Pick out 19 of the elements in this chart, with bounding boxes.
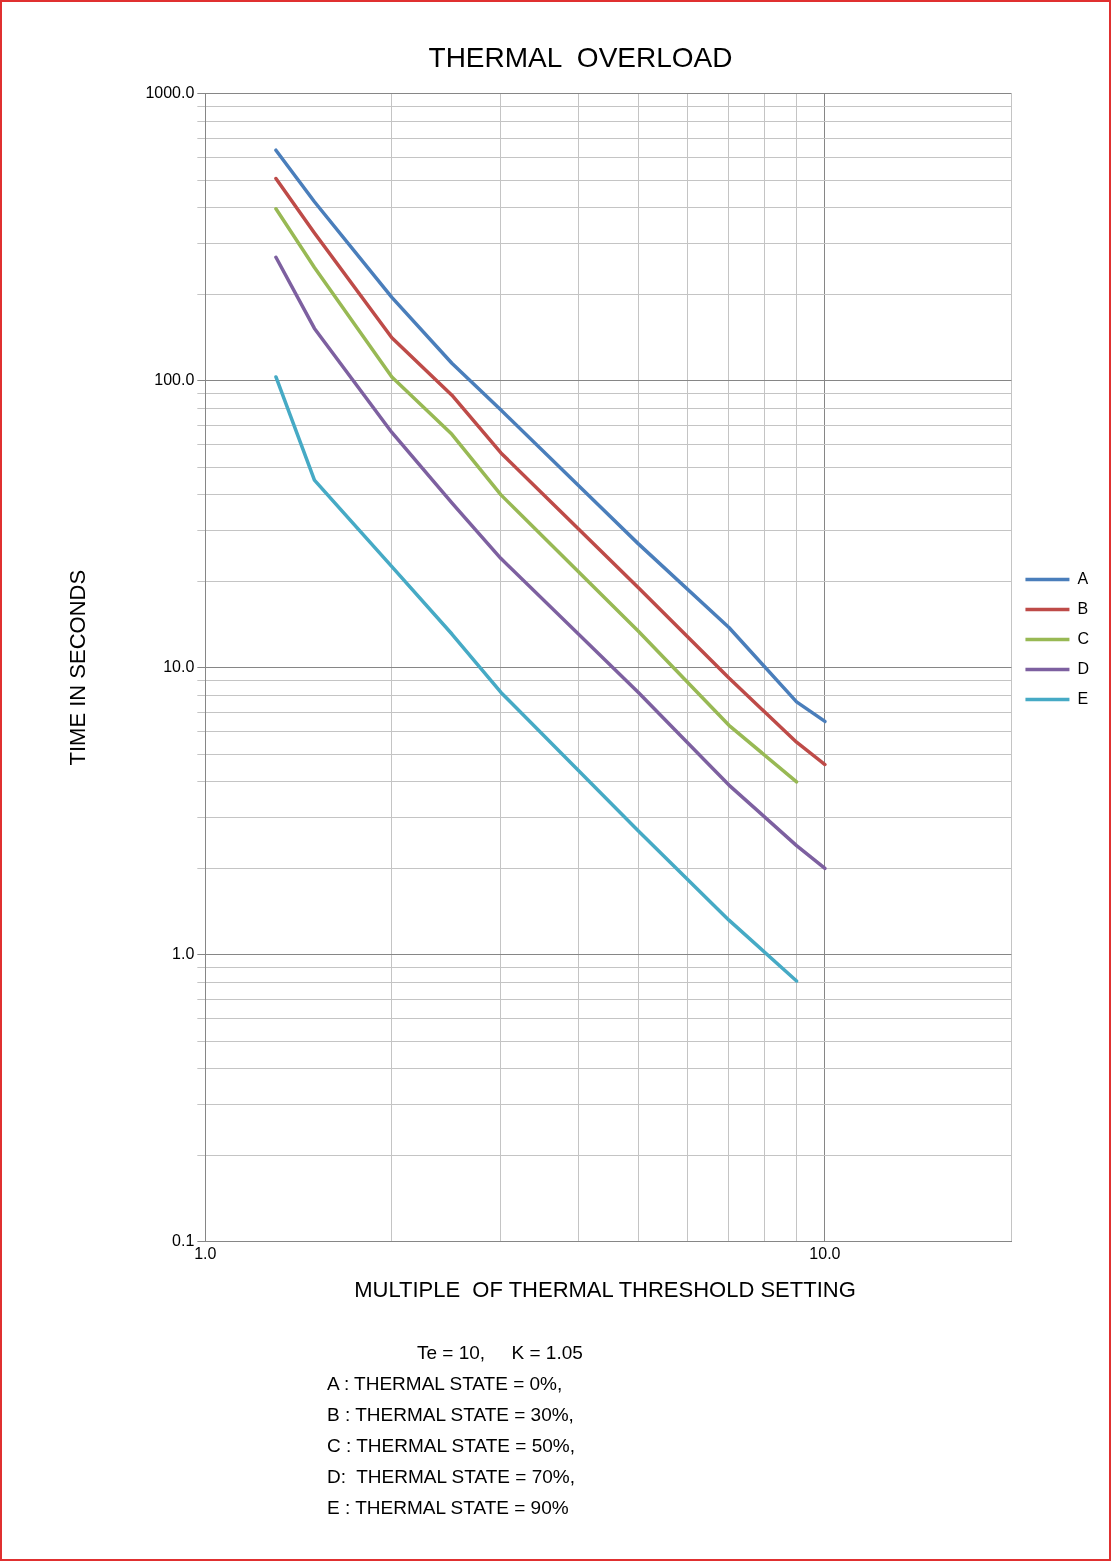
y-tick-label: 0.1	[172, 1232, 195, 1250]
x-axis-title: MULTIPLE OF THERMAL THRESHOLD SETTING	[353, 1277, 857, 1303]
text: C : THERMAL STATE = 50%,	[327, 1434, 576, 1458]
legend-label: A	[1077, 569, 1089, 587]
legend-label: B	[1077, 599, 1089, 617]
chart-title: THERMAL OVERLOAD	[428, 41, 733, 73]
legend-label: D	[1077, 659, 1090, 677]
text: Te = 10, K = 1.05	[416, 1341, 583, 1365]
legend-label: C	[1077, 629, 1090, 647]
y-axis-title: TIME IN SECONDS	[65, 569, 91, 766]
text: D: THERMAL STATE = 70%,	[327, 1465, 576, 1489]
text: A : THERMAL STATE = 0%,	[327, 1372, 564, 1396]
y-tick-label: 1.0	[172, 945, 195, 963]
text: B : THERMAL STATE = 30%,	[327, 1403, 575, 1427]
text: E : THERMAL STATE = 90%	[327, 1496, 570, 1520]
y-tick-label: 1000.0	[145, 84, 195, 102]
legend-label: E	[1077, 689, 1089, 707]
y-tick-label: 100.0	[154, 371, 195, 389]
y-tick-label: 10.0	[163, 658, 195, 676]
